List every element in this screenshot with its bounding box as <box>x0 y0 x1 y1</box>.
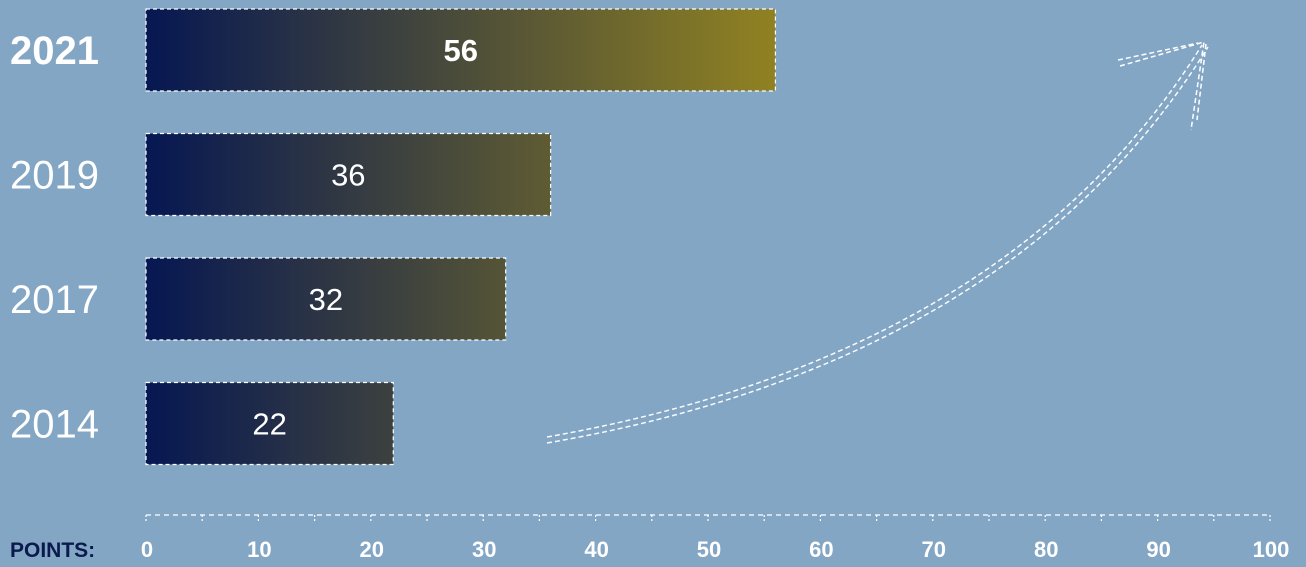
x-axis-label: POINTS: <box>10 539 95 562</box>
bars-group: 2021 56 2019 36 2017 32 2014 22 <box>10 8 777 466</box>
bar-2021 <box>145 8 777 92</box>
x-tick-label: 70 <box>922 537 946 562</box>
x-tick-label: 30 <box>472 537 496 562</box>
category-label-2019: 2019 <box>10 154 99 198</box>
bar-2017 <box>145 257 507 341</box>
x-tick-label: 80 <box>1034 537 1058 562</box>
x-tick-label: 0 <box>141 537 153 562</box>
trend-arrow-icon <box>546 40 1209 444</box>
x-tick-label: 60 <box>809 537 833 562</box>
value-label-2017: 32 <box>309 282 343 317</box>
x-axis: 0 10 20 30 40 50 60 70 80 90 100 POINTS: <box>10 514 1290 562</box>
category-label-2014: 2014 <box>10 403 99 447</box>
x-tick-label: 100 <box>1253 537 1290 562</box>
x-tick-label: 90 <box>1146 537 1170 562</box>
x-tick-label: 40 <box>584 537 608 562</box>
bar-2014 <box>145 381 394 466</box>
bar-2019 <box>145 132 552 217</box>
value-label-2019: 36 <box>331 158 365 193</box>
x-tick-label: 20 <box>360 537 384 562</box>
value-label-2014: 22 <box>252 407 286 442</box>
value-label-2021: 56 <box>443 33 477 68</box>
category-label-2021: 2021 <box>10 29 99 73</box>
x-tick-label: 50 <box>697 537 721 562</box>
category-label-2017: 2017 <box>10 278 99 322</box>
x-tick-label: 10 <box>247 537 271 562</box>
